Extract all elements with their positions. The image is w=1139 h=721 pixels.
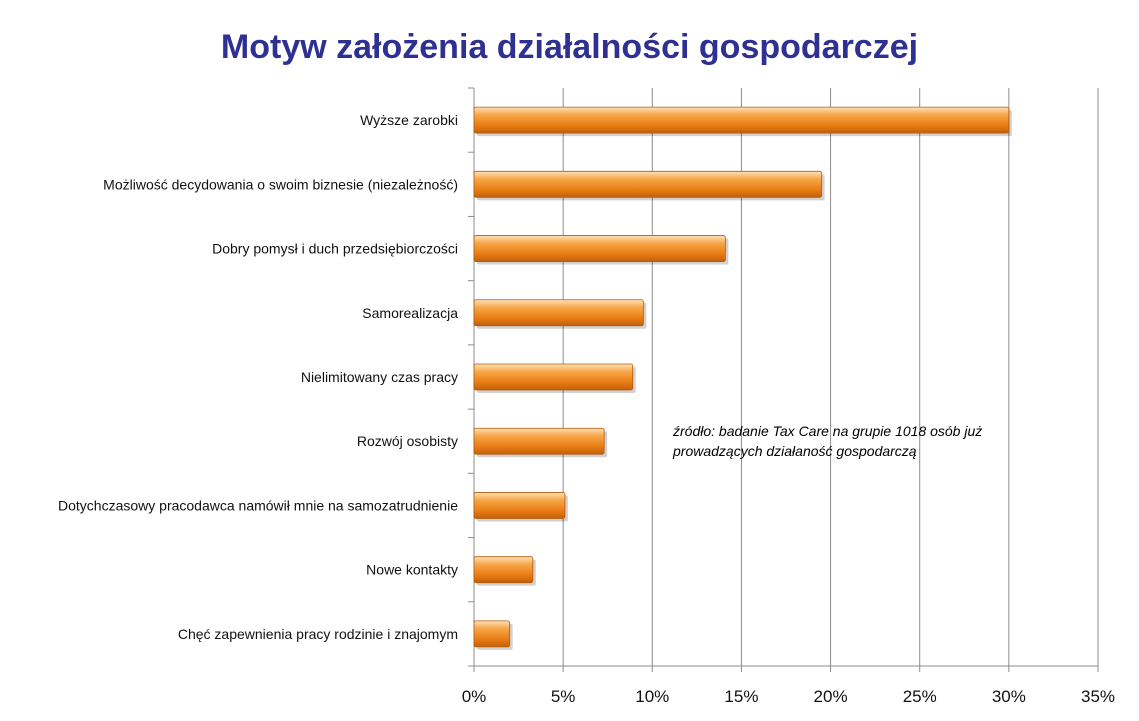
bar bbox=[473, 492, 566, 519]
category-label: Dobry pomysł i duch przedsiębiorczości bbox=[212, 241, 458, 257]
bar bbox=[473, 620, 511, 648]
source-annotation-line-1: źródło: badanie Tax Care na grupie 1018 … bbox=[672, 423, 982, 439]
category-labels: Wyższe zarobki Możliwość decydowania o sw… bbox=[58, 112, 458, 642]
bar bbox=[473, 363, 634, 391]
x-tick-label: 5% bbox=[551, 687, 576, 706]
category-label: Samorealizacja bbox=[362, 305, 458, 321]
category-label: Możliwość decydowania o swoim biznesie (… bbox=[103, 176, 458, 192]
category-label: Nowe kontakty bbox=[366, 562, 458, 578]
category-label: Wyższe zarobki bbox=[360, 112, 458, 128]
x-tick-label: 20% bbox=[814, 687, 848, 706]
source-annotation-line-2: prowadzących działaność gospodarczą bbox=[672, 443, 917, 459]
category-label: Rozwój osobisty bbox=[357, 433, 458, 449]
x-tick-labels: 0% 5% 10% 15% 20% 25% 30% 35% bbox=[462, 687, 1115, 706]
bars bbox=[473, 106, 1012, 650]
x-tick-label: 0% bbox=[462, 687, 487, 706]
category-label: Dotychczasowy pracodawca namówił mnie na… bbox=[58, 497, 458, 513]
x-tick-label: 30% bbox=[992, 687, 1026, 706]
bar bbox=[473, 556, 534, 584]
bar bbox=[473, 170, 823, 198]
x-tick-label: 25% bbox=[903, 687, 937, 706]
category-label: Chęć zapewnienia pracy rodzinie i znajom… bbox=[178, 626, 458, 642]
bar bbox=[473, 299, 644, 327]
bar bbox=[473, 106, 1010, 134]
x-tick-label: 10% bbox=[635, 687, 669, 706]
category-label: Nielimitowany czas pracy bbox=[301, 369, 458, 385]
chart-title: Motyw założenia działalności gospodarcze… bbox=[220, 28, 919, 66]
x-tick-label: 15% bbox=[724, 687, 758, 706]
bar bbox=[473, 235, 726, 262]
x-tick-label: 35% bbox=[1081, 687, 1115, 706]
bar bbox=[473, 427, 605, 455]
